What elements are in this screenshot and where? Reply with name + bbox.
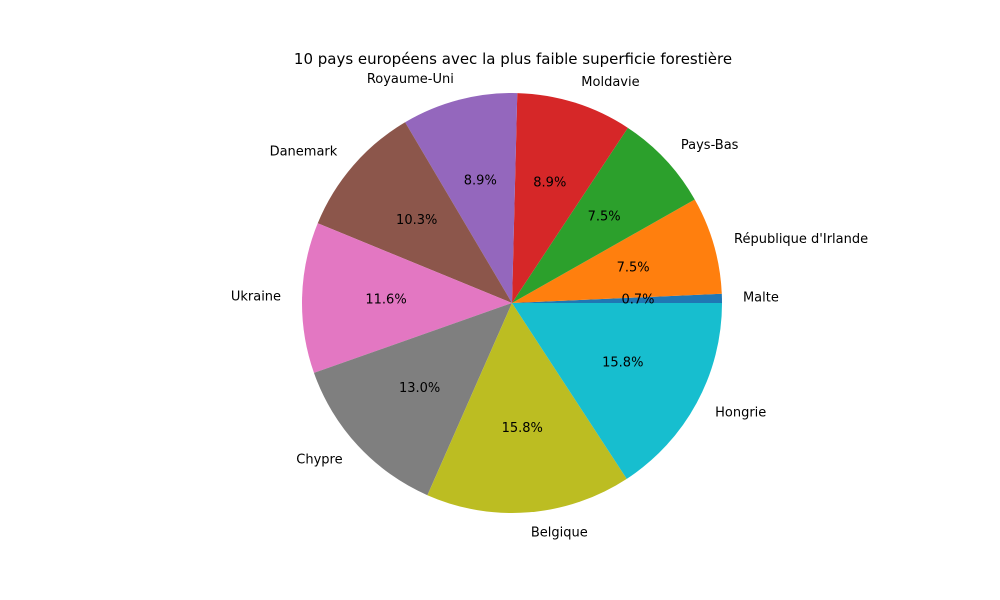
- slice-percent-hongrie: 15.8%: [602, 356, 643, 371]
- slice-percent-republique-d-irlande: 7.5%: [617, 261, 650, 276]
- pie-slice-ukraine: [302, 223, 512, 373]
- chart-title: 10 pays européens avec la plus faible su…: [294, 50, 732, 68]
- slice-label-hongrie: Hongrie: [715, 406, 766, 421]
- slice-label-republique-d-irlande: République d'Irlande: [734, 232, 868, 247]
- slice-label-chypre: Chypre: [296, 453, 342, 468]
- slice-label-royaume-uni: Royaume-Uni: [367, 72, 454, 87]
- pie-slices: [302, 93, 722, 514]
- pie-slice-malte: [512, 293, 722, 303]
- pie-labels: Malte 0.7% République d'Irlande 7.5% Pays-Ba…: [231, 72, 868, 541]
- pie-slice-republique-d-irlande: [512, 199, 722, 303]
- slice-percent-pays-bas: 7.5%: [588, 210, 621, 225]
- slice-percent-danemark: 10.3%: [396, 213, 437, 228]
- slice-percent-royaume-uni: 8.9%: [464, 174, 497, 189]
- slice-label-ukraine: Ukraine: [231, 290, 281, 305]
- slice-percent-moldavie: 8.9%: [533, 175, 566, 190]
- slice-percent-malte: 0.7%: [621, 293, 654, 308]
- slice-percent-chypre: 13.0%: [399, 381, 440, 396]
- slice-label-pays-bas: Pays-Bas: [681, 138, 739, 153]
- slice-label-moldavie: Moldavie: [581, 75, 639, 90]
- pie-slice-royaume-uni: [405, 93, 518, 304]
- pie-slice-danemark: [317, 122, 512, 303]
- pie-slice-belgique: [427, 303, 627, 514]
- slice-percent-belgique: 15.8%: [502, 421, 543, 436]
- slice-label-belgique: Belgique: [531, 526, 588, 541]
- slice-percent-ukraine: 11.6%: [365, 292, 406, 307]
- slice-label-malte: Malte: [743, 290, 779, 305]
- pie-slice-pays-bas: [512, 127, 695, 303]
- slice-label-danemark: Danemark: [270, 144, 338, 159]
- pie-slice-moldavie: [512, 93, 628, 304]
- pie-slice-hongrie: [512, 303, 722, 479]
- pie-slice-chypre: [313, 303, 512, 496]
